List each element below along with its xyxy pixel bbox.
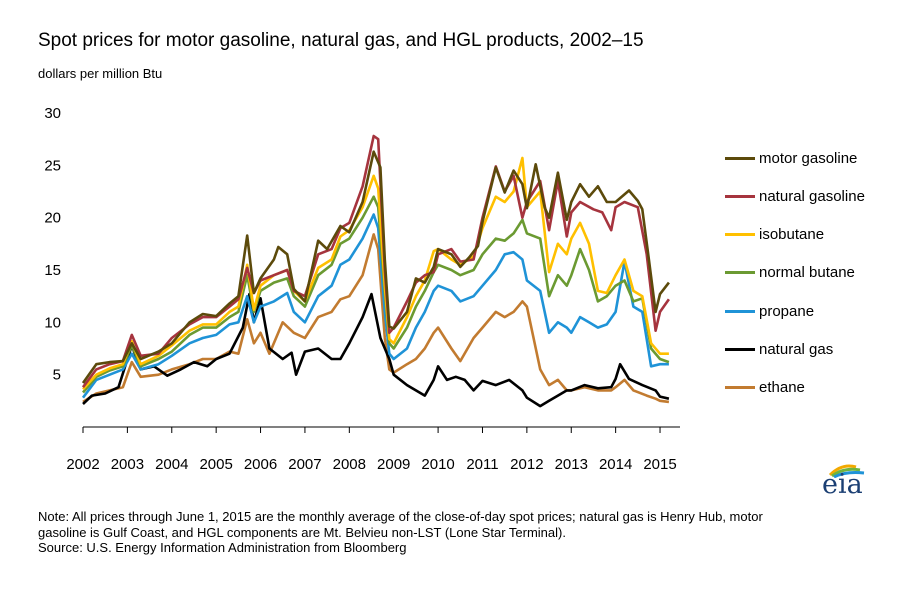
legend-item: ethane: [725, 378, 805, 398]
x-tick-label: 2004: [155, 456, 188, 473]
x-tick-label: 2005: [199, 456, 232, 473]
x-tick-label: 2009: [377, 456, 410, 473]
x-tick-label: 2015: [643, 456, 676, 473]
series-line-propane: [81, 213, 669, 399]
legend-label: isobutane: [759, 226, 825, 244]
series-line-motor-gasoline: [81, 150, 670, 384]
eia-logo-arcs-icon: [828, 464, 865, 479]
x-tick-label: 2006: [244, 456, 277, 473]
x-tick-label: 2014: [599, 456, 632, 473]
legend-item: normal butane: [725, 263, 855, 283]
legend-label: normal butane: [759, 264, 855, 282]
chart-title: Spot prices for motor gasoline, natural …: [38, 30, 644, 51]
y-tick-label: 25: [44, 157, 61, 174]
legend-item: motor gasoline: [725, 148, 857, 168]
legend-item: propane: [725, 301, 814, 321]
legend-item: natural gas: [725, 340, 833, 360]
x-tick-label: 2002: [66, 456, 99, 473]
note-line-2: gasoline is Gulf Coast, and HGL componen…: [38, 524, 566, 540]
series-line-isobutane: [82, 156, 669, 391]
series-line-natural-gas: [82, 292, 670, 408]
x-tick-label: 2012: [510, 456, 543, 473]
note-line-1: Note: All prices through June 1, 2015 ar…: [38, 509, 763, 524]
legend-swatch: [725, 386, 755, 390]
x-tick-label: 2003: [111, 456, 144, 473]
legend-label: natural gasoline: [759, 187, 865, 205]
legend-item: natural gasoline: [725, 186, 865, 206]
legend-swatch: [725, 233, 755, 237]
y-tick-label: 15: [44, 262, 61, 279]
legend-swatch: [725, 194, 755, 198]
y-tick-label: 5: [53, 367, 61, 384]
x-tick-label: 2007: [288, 456, 321, 473]
eia-logo-text: eia: [822, 469, 863, 500]
x-tick-label: 2013: [555, 456, 588, 473]
legend-swatch: [725, 156, 755, 160]
y-tick-label: 10: [44, 314, 61, 331]
x-tick-label: 2010: [421, 456, 454, 473]
eia-logo: eia: [818, 458, 878, 502]
x-tick-label: 2008: [333, 456, 366, 473]
y-axis-unit-label: dollars per million Btu: [38, 66, 163, 81]
x-tick-label: 2011: [466, 456, 498, 473]
legend-label: natural gas: [759, 341, 834, 358]
legend-label: ethane: [759, 379, 805, 397]
legend-item: isobutane: [725, 225, 824, 245]
legend-swatch: [725, 309, 755, 313]
legend-label: propane: [759, 302, 815, 320]
series-line-normal-butane: [82, 195, 670, 394]
legend-swatch: [725, 348, 755, 351]
y-tick-label: 30: [44, 105, 61, 122]
source-line: Source: U.S. Energy Information Administ…: [38, 540, 407, 555]
series-line-natural-gasoline: [81, 134, 670, 388]
y-tick-label: 20: [44, 210, 61, 227]
legend-swatch: [725, 271, 755, 275]
legend-label: motor gasoline: [759, 149, 858, 167]
chart-note: Note: All prices through June 1, 2015 ar…: [38, 509, 868, 556]
